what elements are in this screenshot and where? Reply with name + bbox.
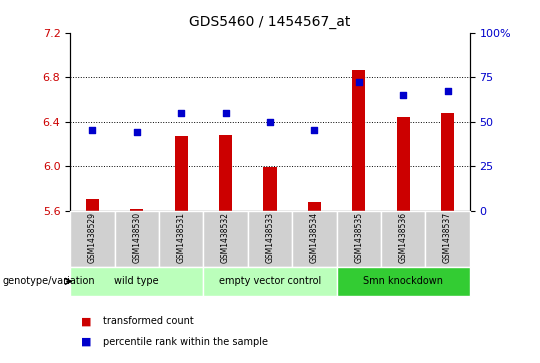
Point — [354, 79, 363, 85]
Bar — [219, 135, 232, 211]
Bar — [204, 267, 336, 296]
Point — [310, 128, 319, 134]
Text: ■: ■ — [81, 316, 91, 326]
Bar — [441, 113, 454, 211]
Text: genotype/variation: genotype/variation — [3, 276, 96, 286]
Point — [88, 128, 97, 134]
Point — [177, 110, 186, 115]
Bar — [114, 211, 159, 267]
Bar — [308, 202, 321, 211]
Bar — [130, 209, 144, 211]
Point — [443, 89, 452, 94]
Text: wild type: wild type — [114, 276, 159, 286]
Bar — [174, 136, 188, 211]
Text: GSM1438534: GSM1438534 — [310, 212, 319, 263]
Bar — [336, 211, 381, 267]
Bar — [426, 211, 470, 267]
Bar — [248, 211, 292, 267]
Text: GSM1438531: GSM1438531 — [177, 212, 186, 263]
Text: GSM1438536: GSM1438536 — [399, 212, 408, 263]
Text: Smn knockdown: Smn knockdown — [363, 276, 443, 286]
Text: GSM1438535: GSM1438535 — [354, 212, 363, 263]
Text: transformed count: transformed count — [103, 316, 193, 326]
Point — [132, 129, 141, 135]
Bar — [86, 199, 99, 211]
Text: ■: ■ — [81, 337, 91, 347]
Bar — [204, 211, 248, 267]
Bar — [159, 211, 204, 267]
Text: GSM1438529: GSM1438529 — [88, 212, 97, 263]
Text: GSM1438537: GSM1438537 — [443, 212, 452, 263]
Bar — [264, 167, 276, 211]
Text: percentile rank within the sample: percentile rank within the sample — [103, 337, 268, 347]
Text: GSM1438530: GSM1438530 — [132, 212, 141, 263]
Bar — [381, 211, 426, 267]
Bar — [352, 70, 366, 211]
Text: GSM1438532: GSM1438532 — [221, 212, 230, 263]
Point — [399, 92, 408, 98]
Text: empty vector control: empty vector control — [219, 276, 321, 286]
Text: GSM1438533: GSM1438533 — [266, 212, 274, 263]
Bar — [336, 267, 470, 296]
Title: GDS5460 / 1454567_at: GDS5460 / 1454567_at — [190, 15, 350, 29]
Bar — [396, 117, 410, 211]
Bar — [70, 267, 204, 296]
Bar — [70, 211, 114, 267]
Point — [221, 110, 230, 115]
Point — [266, 119, 274, 125]
Bar — [292, 211, 336, 267]
